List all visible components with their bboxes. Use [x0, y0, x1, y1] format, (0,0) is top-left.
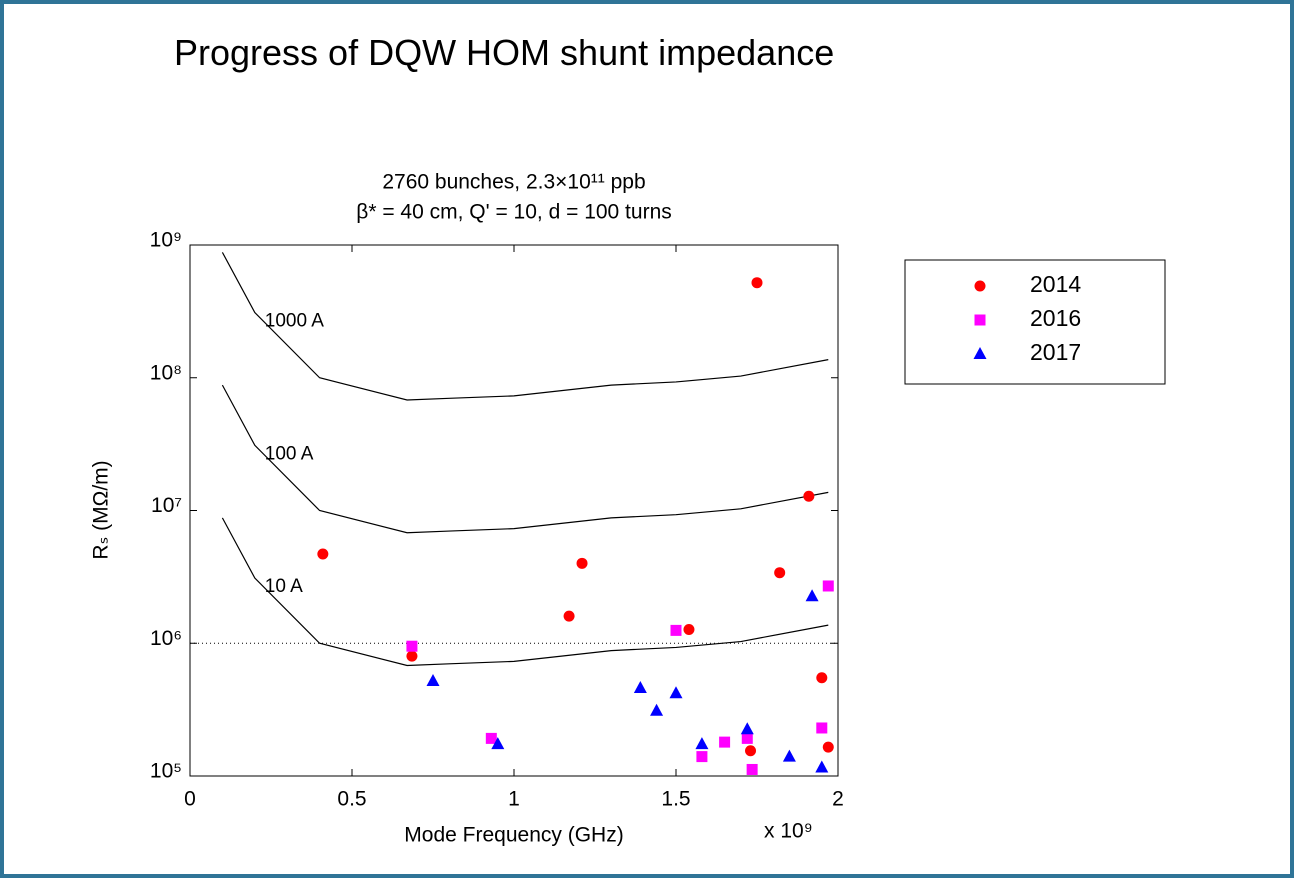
data-point: [774, 567, 786, 579]
data-point: [782, 749, 796, 762]
data-point: [803, 490, 815, 502]
x-tick-label: 0.5: [337, 788, 366, 811]
legend-label: 2016: [1030, 305, 1081, 331]
data-point: [670, 624, 682, 636]
data-point: [563, 610, 575, 622]
data-point: [426, 673, 440, 686]
curve-label: 100 A: [265, 443, 314, 464]
data-point: [822, 580, 834, 592]
slide-title: Progress of DQW HOM shunt impedance: [174, 32, 835, 73]
y-tick-label: 10⁸: [150, 361, 182, 384]
chart-subtitle: β* = 40 cm, Q' = 10, d = 100 turns: [356, 201, 672, 224]
y-tick-label: 10⁵: [150, 760, 182, 783]
data-point: [669, 686, 683, 699]
data-point: [805, 589, 819, 602]
data-point: [576, 557, 588, 569]
legend-marker: [973, 347, 987, 359]
data-point: [317, 548, 329, 560]
y-tick-label: 10⁷: [151, 494, 182, 517]
data-point: [650, 703, 664, 716]
y-tick-label: 10⁶: [150, 627, 182, 650]
x-tick-label: 0: [184, 788, 196, 811]
curve-label: 1000 A: [265, 311, 324, 332]
data-point: [485, 732, 497, 744]
x-tick-label: 1.5: [661, 788, 690, 811]
legend-box: [904, 259, 1166, 385]
legend-label: 2017: [1030, 339, 1081, 365]
chart-title: 2760 bunches, 2.3×10¹¹ ppb: [382, 171, 645, 194]
data-point: [741, 732, 753, 744]
x-axis-label: Mode Frequency (GHz): [404, 824, 623, 847]
data-point: [740, 722, 754, 735]
data-point: [816, 672, 828, 684]
data-point: [633, 681, 647, 694]
data-point: [719, 736, 731, 748]
threshold-curve: [221, 384, 829, 534]
legend-marker: [974, 280, 986, 292]
x-multiplier: x 10⁹: [764, 820, 813, 843]
data-point: [745, 745, 757, 757]
x-tick-label: 1: [508, 788, 520, 811]
data-point: [406, 640, 418, 652]
data-point: [816, 722, 828, 734]
legend-marker: [974, 314, 986, 326]
threshold-curve: [221, 517, 829, 667]
threshold-curve: [221, 252, 829, 401]
data-point: [683, 623, 695, 635]
data-point: [695, 737, 709, 750]
legend-label: 2014: [1030, 271, 1081, 297]
curve-label: 10 A: [265, 576, 303, 597]
y-tick-label: 10⁹: [150, 229, 182, 252]
data-point: [822, 741, 834, 753]
data-point: [491, 737, 505, 750]
data-point: [696, 751, 708, 763]
data-point: [406, 650, 418, 662]
data-point: [746, 763, 758, 775]
x-tick-label: 2: [832, 788, 844, 811]
data-point: [751, 277, 763, 289]
y-axis-label: Rₛ (MΩ/m): [90, 460, 113, 559]
data-point: [815, 760, 829, 773]
